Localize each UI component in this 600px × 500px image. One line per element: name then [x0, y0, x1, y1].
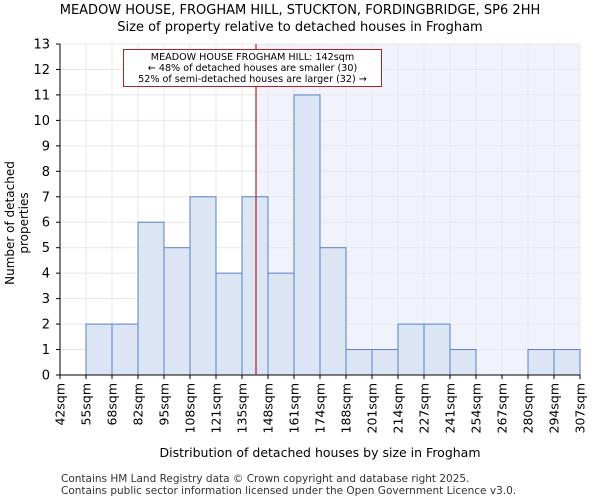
histogram-bar	[527, 349, 555, 376]
x-tick-label: 95sqm	[157, 383, 172, 426]
y-tick-label: 4	[42, 267, 50, 282]
histogram-bar	[293, 94, 321, 376]
histogram-bar	[449, 349, 477, 376]
histogram-bar	[111, 323, 139, 376]
y-tick-label: 0	[42, 369, 50, 384]
histogram-bar	[85, 323, 113, 376]
x-tick-label: 241sqm	[443, 383, 458, 433]
chart-title-line1: MEADOW HOUSE, FROGHAM HILL, STUCKTON, FO…	[59, 3, 541, 18]
x-tick-label: 188sqm	[339, 383, 354, 433]
histogram-bar	[241, 196, 269, 376]
histogram-bar	[397, 323, 425, 376]
property-annotation-box: MEADOW HOUSE FROGHAM HILL: 142sqm ← 48% …	[123, 49, 382, 87]
histogram-bar	[371, 349, 399, 376]
x-tick-label: 214sqm	[391, 383, 406, 433]
x-tick-label: 135sqm	[235, 383, 250, 433]
x-tick-label: 68sqm	[105, 383, 120, 426]
histogram-bar	[267, 272, 295, 376]
x-tick-label: 280sqm	[521, 383, 536, 433]
annotation-line3: 52% of semi-detached houses are larger (…	[138, 74, 367, 85]
y-tick-label: 5	[42, 241, 50, 256]
annotation-line1: MEADOW HOUSE FROGHAM HILL: 142sqm	[150, 52, 355, 63]
x-tick-label: 267sqm	[495, 383, 510, 433]
y-tick-label: 12	[33, 63, 50, 78]
footer-line1: Contains HM Land Registry data © Crown c…	[61, 473, 470, 485]
histogram-bar	[163, 247, 191, 376]
chart-title-line2: Size of property relative to detached ho…	[117, 20, 483, 35]
x-tick-label: 254sqm	[469, 383, 484, 433]
x-tick-label: 121sqm	[209, 383, 224, 433]
y-axis-label: Number of detached properties	[3, 161, 31, 285]
x-tick-label: 294sqm	[547, 383, 562, 433]
histogram-bar	[319, 247, 347, 376]
histogram-bar	[215, 272, 243, 376]
y-tick-label: 7	[42, 190, 50, 205]
x-tick-label: 108sqm	[183, 383, 198, 433]
y-tick-label: 6	[42, 216, 50, 231]
x-tick-label: 55sqm	[79, 383, 94, 426]
y-tick-label: 10	[33, 114, 50, 129]
histogram-bar	[553, 349, 581, 376]
y-tick-label: 11	[33, 88, 50, 103]
x-tick-label: 148sqm	[261, 383, 276, 433]
x-tick-label: 174sqm	[313, 383, 328, 433]
y-tick-label: 1	[42, 343, 50, 358]
histogram-bar	[423, 323, 451, 376]
y-tick-label: 13	[33, 38, 50, 53]
y-tick-label: 2	[42, 318, 50, 333]
annotation-line2: ← 48% of detached houses are smaller (30…	[147, 63, 358, 74]
histogram-bar	[345, 349, 373, 376]
x-axis-label: Distribution of detached houses by size …	[159, 445, 481, 460]
y-tick-label: 8	[42, 165, 50, 180]
histogram-bar	[189, 196, 217, 376]
histogram-bar	[137, 221, 165, 376]
x-tick-label: 42sqm	[53, 383, 68, 426]
x-tick-label: 201sqm	[365, 383, 380, 433]
footer-line2: Contains public sector information licen…	[61, 485, 517, 497]
x-tick-label: 307sqm	[573, 383, 588, 433]
y-tick-label: 3	[42, 292, 50, 307]
x-tick-label: 161sqm	[287, 383, 302, 433]
y-tick-label: 9	[42, 139, 50, 154]
x-tick-label: 227sqm	[417, 383, 432, 433]
x-tick-label: 82sqm	[131, 383, 146, 426]
